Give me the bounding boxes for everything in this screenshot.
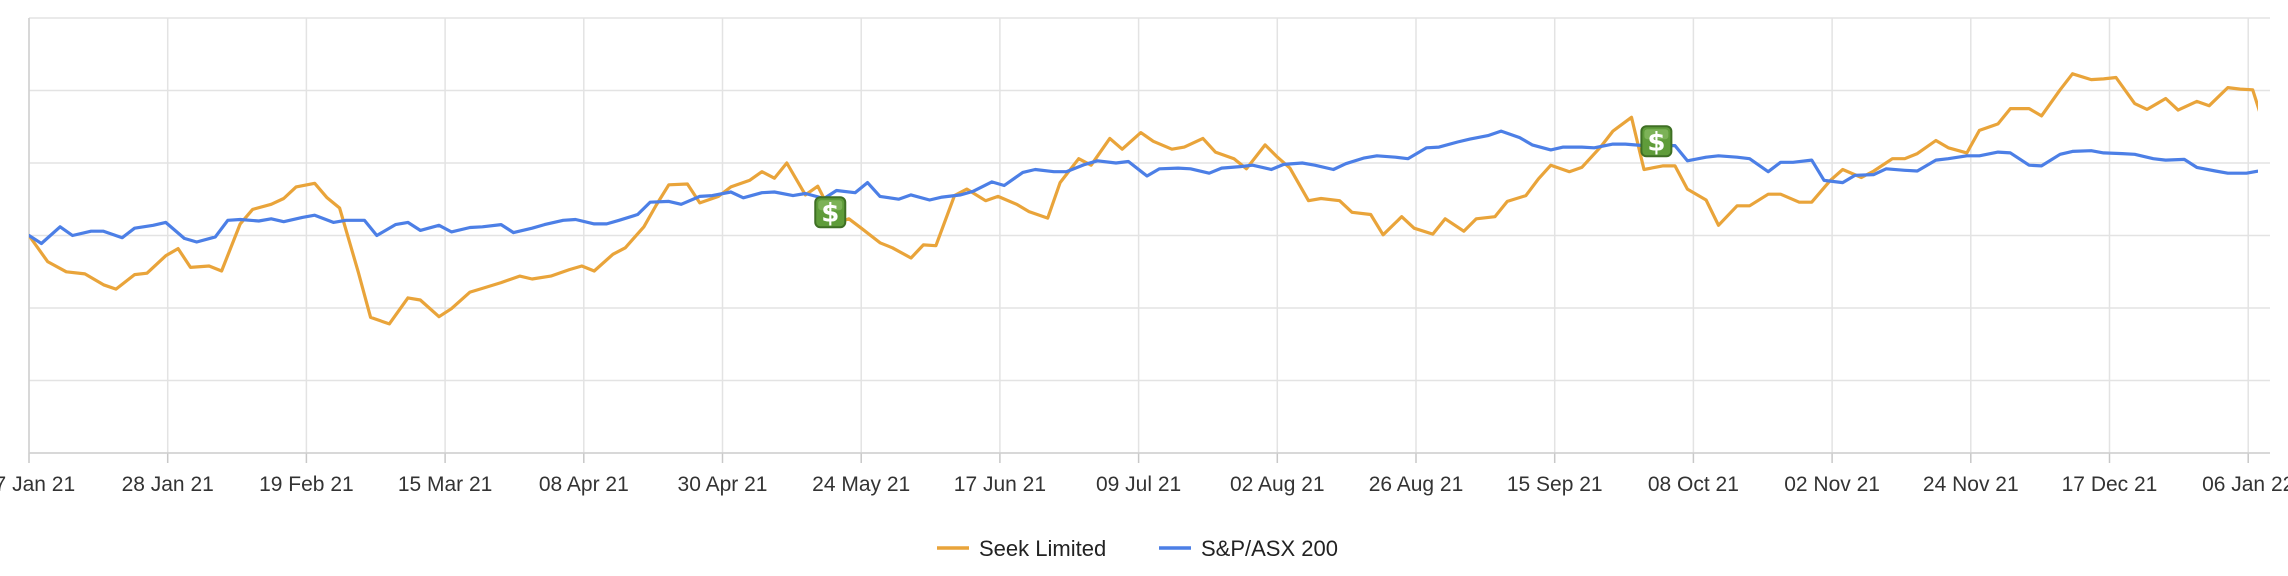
dividend-marker-icon[interactable]: $ xyxy=(1640,125,1673,158)
x-tick-label: 15 Mar 21 xyxy=(398,473,493,496)
x-tick-label: 24 May 21 xyxy=(812,473,910,496)
x-tick-label: 17 Dec 21 xyxy=(2062,473,2158,496)
x-tick-label: 02 Nov 21 xyxy=(1784,473,1880,496)
series-layer xyxy=(29,72,2258,326)
x-axis-tick-labels: 07 Jan 21 28 Jan 21 19 Feb 21 15 Mar 21 08 A… xyxy=(0,473,2288,496)
legend-label: S&P/ASX 200 xyxy=(1201,536,1338,561)
vertical-gridlines xyxy=(28,18,2249,463)
x-tick-label: 08 Apr 21 xyxy=(539,473,629,496)
x-tick-label: 06 Jan 22 xyxy=(2202,473,2288,496)
dividend-marker-symbol: $ xyxy=(821,198,839,228)
x-tick-label: 19 Feb 21 xyxy=(259,473,354,496)
series-line-seek-limited xyxy=(29,72,2258,326)
dividend-marker-shine xyxy=(1644,129,1669,140)
x-tick-label: 28 Jan 21 xyxy=(122,473,214,496)
dividend-marker-icon[interactable]: $ xyxy=(814,196,847,229)
x-tick-label: 30 Apr 21 xyxy=(678,473,768,496)
legend-label: Seek Limited xyxy=(979,536,1106,561)
legend-item[interactable]: Seek Limited xyxy=(937,536,1106,561)
x-tick-label: 07 Jan 21 xyxy=(0,473,75,496)
dividend-markers: $$ xyxy=(814,125,1673,229)
horizontal-gridlines xyxy=(29,17,2270,454)
x-tick-label: 26 Aug 21 xyxy=(1369,473,1464,496)
x-tick-label: 08 Oct 21 xyxy=(1648,473,1739,496)
legend-item[interactable]: S&P/ASX 200 xyxy=(1159,536,1338,561)
legend[interactable]: Seek Limited S&P/ASX 200 xyxy=(937,536,1338,561)
x-tick-label: 02 Aug 21 xyxy=(1230,473,1325,496)
x-tick-label: 09 Jul 21 xyxy=(1096,473,1181,496)
x-tick-label: 17 Jun 21 xyxy=(954,473,1046,496)
x-tick-label: 24 Nov 21 xyxy=(1923,473,2019,496)
series-line-sp-asx-200 xyxy=(29,129,2258,246)
dividend-marker-symbol: $ xyxy=(1647,127,1665,157)
dividend-marker-shine xyxy=(818,200,843,211)
x-tick-label: 15 Sep 21 xyxy=(1507,473,1603,496)
